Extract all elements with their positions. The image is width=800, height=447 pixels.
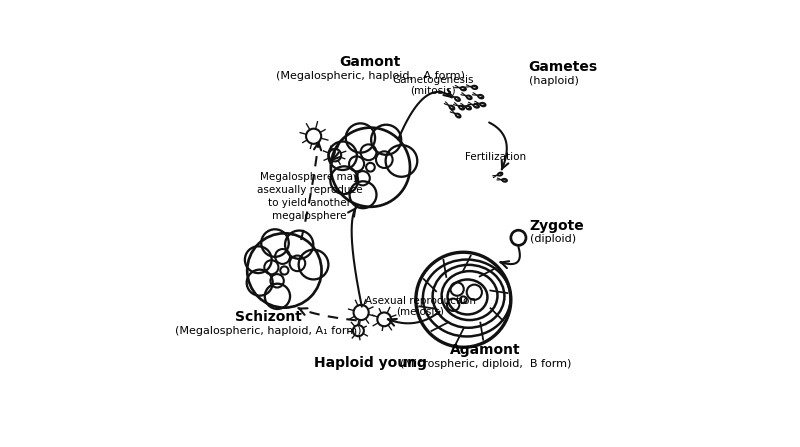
Text: (Microspheric, diploid,  B form): (Microspheric, diploid, B form)	[400, 359, 571, 369]
Text: Fertilization: Fertilization	[465, 152, 526, 162]
Text: Megalosphere may
asexually reproduce
to yield another
megalosphere: Megalosphere may asexually reproduce to …	[257, 172, 362, 221]
Text: Gametes: Gametes	[529, 60, 598, 74]
Text: Haploid young: Haploid young	[314, 356, 427, 370]
Text: Gamont: Gamont	[340, 55, 401, 69]
Text: (meiosis): (meiosis)	[396, 306, 444, 316]
Text: (Megalospheric, haploid,   A form): (Megalospheric, haploid, A form)	[276, 71, 465, 81]
Text: (mitosis): (mitosis)	[410, 85, 456, 95]
Text: Gametogenesis: Gametogenesis	[393, 75, 474, 84]
Text: (Megalospheric, haploid, A₁ form): (Megalospheric, haploid, A₁ form)	[175, 325, 362, 336]
Text: (diploid): (diploid)	[530, 234, 576, 245]
Text: Asexual reproduction: Asexual reproduction	[365, 295, 476, 306]
Text: Schizont: Schizont	[234, 310, 302, 324]
Text: Agamont: Agamont	[450, 343, 521, 357]
Text: (haploid): (haploid)	[529, 76, 578, 86]
Text: Zygote: Zygote	[530, 219, 585, 232]
